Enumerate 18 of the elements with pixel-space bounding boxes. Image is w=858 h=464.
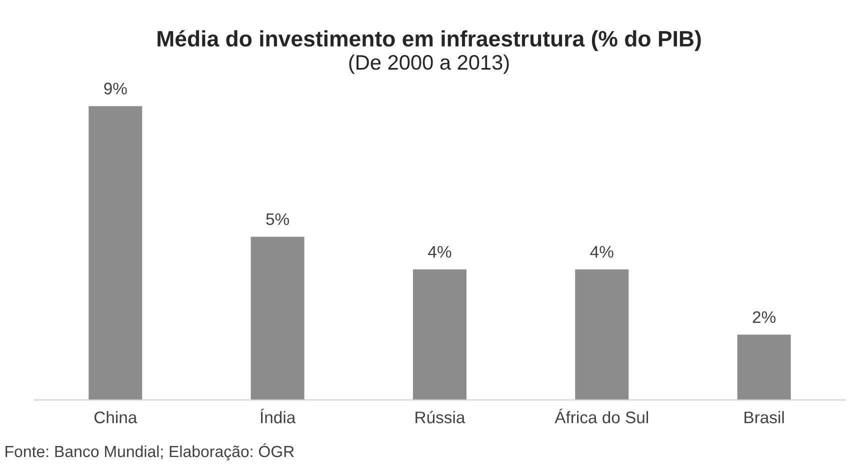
x-tick-label: África do Sul [554,408,648,424]
data-label: 5% [266,213,290,226]
data-label: 2% [752,311,776,323]
bar [88,106,142,400]
x-tick-label: Rússia [416,410,466,424]
data-label: 4% [590,246,614,258]
x-tick-label: China [94,411,138,424]
bar [412,269,466,400]
x-tick-label: Brasil [744,411,784,424]
source-note: Fonte: Banco Mundial; Elaboração: ÓGR [6,443,294,460]
chart-title: Média do investimento em infraestrutura (% do PIB) [158,30,701,52]
x-tick-label: Índia [260,408,296,424]
bar [737,334,791,400]
bar [250,236,304,400]
data-label: 4% [428,246,452,258]
data-label: 9% [104,82,127,94]
bar [575,269,629,400]
chart-subtitle: (De 2000 a 2013) [349,54,509,74]
